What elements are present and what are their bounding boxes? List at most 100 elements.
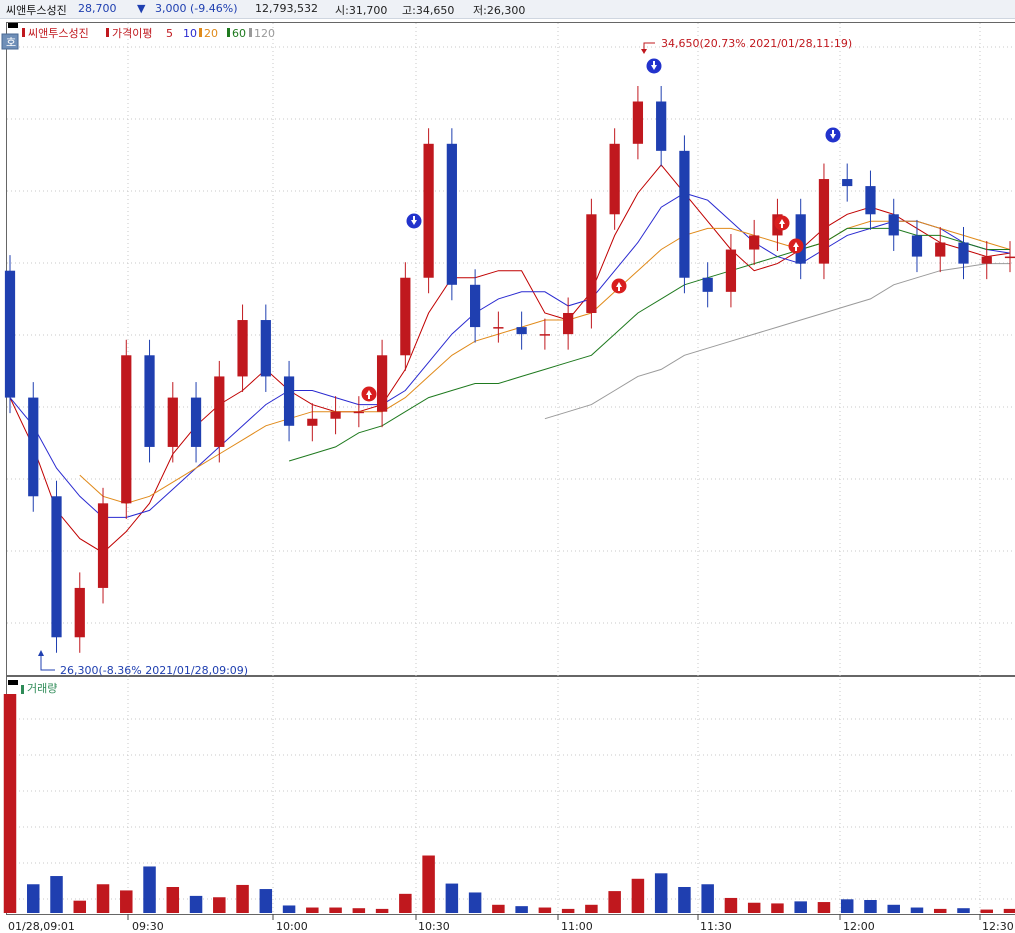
legend-ma-120: 120 xyxy=(254,27,275,40)
volume-bar xyxy=(701,884,714,913)
sell-arrow-icon xyxy=(830,134,836,139)
sell-arrow-stem xyxy=(413,216,415,220)
volume-bar xyxy=(608,891,621,913)
volume-bar xyxy=(538,907,552,913)
candle-body xyxy=(539,334,550,336)
volume-bar xyxy=(166,886,180,913)
stock-name[interactable]: 씨앤투스성진 xyxy=(6,4,67,17)
price-panel[interactable] xyxy=(6,22,1015,676)
candle-body xyxy=(51,496,62,638)
volume-bar xyxy=(375,908,389,913)
volume-legend-black-marker xyxy=(8,680,18,685)
price-change-pct: (-9.46%) xyxy=(190,2,238,15)
candlesticks xyxy=(4,85,1015,653)
volume-bar xyxy=(1003,908,1015,913)
volume-bar xyxy=(864,899,877,913)
low-annotation: 26,300(-8.36% 2021/01/28,09:09) xyxy=(38,650,248,677)
legend-stock-name: 씨앤투스성진 xyxy=(28,27,89,40)
x-label-1200: 12:00 xyxy=(843,920,875,933)
volume-bar xyxy=(468,892,482,913)
volume-bar xyxy=(492,904,505,913)
candle-body xyxy=(144,355,155,447)
buy-arrow-icon xyxy=(366,390,372,395)
candle-body xyxy=(702,277,713,292)
volume-bar xyxy=(236,884,249,913)
sell-arrow-icon xyxy=(411,220,417,225)
candle-body xyxy=(167,397,178,447)
volume-bar xyxy=(747,902,761,913)
candle-body xyxy=(353,411,364,414)
ma-line-10 xyxy=(9,192,1011,518)
trade-volume: 12,793,532 xyxy=(255,2,318,15)
open-price: 시:31,700 xyxy=(335,4,388,17)
volume-bar xyxy=(399,893,412,913)
candle-body xyxy=(842,179,853,187)
legend-ma20-marker xyxy=(199,28,202,37)
low-arrow-icon xyxy=(38,650,44,656)
candle-body xyxy=(214,376,225,447)
volume-bar xyxy=(515,906,528,913)
candle-body xyxy=(493,327,504,329)
legend-black-marker xyxy=(8,23,18,28)
candle-body xyxy=(330,411,341,419)
candle-body xyxy=(376,355,388,412)
price-change: 3,000 xyxy=(155,2,187,15)
volume-bar xyxy=(73,900,87,913)
down-arrow-icon: ▼ xyxy=(137,2,146,15)
volume-bar xyxy=(794,901,807,913)
trade-signals xyxy=(361,58,841,402)
candle-body xyxy=(74,587,85,638)
volume-bar xyxy=(213,897,226,913)
candle-body xyxy=(283,376,295,426)
high-annotation-text: 34,650(20.73% 2021/01/28,11:19) xyxy=(661,37,852,50)
candle-body xyxy=(121,355,132,504)
legend-name-marker xyxy=(22,28,25,37)
volume-bar xyxy=(840,899,854,913)
buy-arrow-icon xyxy=(779,219,785,224)
scroll-button-label[interactable]: 호 xyxy=(6,36,16,49)
volume-legend: 거래량 xyxy=(8,680,57,695)
candle-body xyxy=(586,214,597,313)
stock-header: 씨앤투스성진 28,700 ▼ 3,000 (-9.46%) 12,793,53… xyxy=(0,0,1015,19)
volume-bar xyxy=(306,907,319,913)
volume-bar xyxy=(933,908,947,913)
candle-body xyxy=(935,242,946,257)
volume-bar xyxy=(771,903,784,913)
x-label-1100: 11:00 xyxy=(561,920,593,933)
candle-body xyxy=(190,397,202,447)
candle-body xyxy=(307,418,318,426)
candle-body xyxy=(446,143,457,285)
candle-body xyxy=(563,312,574,335)
volume-bar xyxy=(654,873,668,913)
candle-body xyxy=(795,214,806,264)
legend-ma-10: 10 xyxy=(183,27,197,40)
candle-body xyxy=(911,235,923,257)
volume-bar xyxy=(282,905,296,913)
candle-body xyxy=(400,277,411,356)
legend-ma-60: 60 xyxy=(232,27,246,40)
ma-line-5 xyxy=(9,164,1011,554)
volume-bar xyxy=(96,884,110,913)
candle-body xyxy=(4,270,16,398)
high-annotation: 34,650(20.73% 2021/01/28,11:19) xyxy=(641,37,852,54)
current-price: 28,700 xyxy=(78,2,117,15)
volume-bar xyxy=(631,878,645,913)
scroll-button[interactable] xyxy=(1,33,19,50)
candle-body xyxy=(888,214,899,236)
buy-arrow-stem xyxy=(781,224,783,228)
candle-body xyxy=(423,143,434,278)
candle-body xyxy=(609,143,620,215)
price-volume-chart[interactable]: 호 씨앤투스성진 가격이평 5 10 20 60 120 거래량 34,650(… xyxy=(0,19,1015,933)
x-label-1230: 12:30 xyxy=(982,920,1014,933)
sell-arrow-stem xyxy=(832,130,834,134)
x-label-0901: 01/28,09:01 xyxy=(8,920,75,933)
volume-bar xyxy=(259,889,273,913)
volume-legend-marker xyxy=(21,685,24,694)
volume-panel[interactable] xyxy=(6,676,1015,915)
low-annotation-text: 26,300(-8.36% 2021/01/28,09:09) xyxy=(60,664,248,677)
volume-bar xyxy=(887,904,900,913)
candle-body xyxy=(749,235,760,250)
x-label-0930: 09:30 xyxy=(132,920,164,933)
volume-bars xyxy=(3,694,1015,913)
volume-bar xyxy=(445,883,459,913)
